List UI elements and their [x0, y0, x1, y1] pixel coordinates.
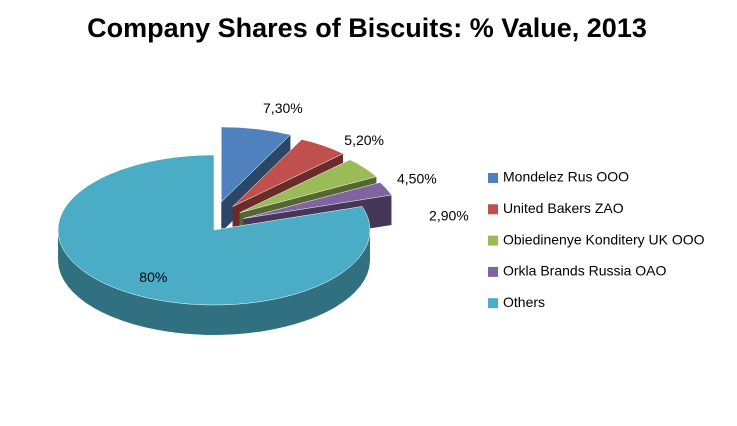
legend-label: Obiedinenye Konditery UK OOO [503, 231, 705, 247]
legend-swatch [488, 173, 498, 183]
data-label: 80% [139, 269, 167, 285]
legend-label: Mondelez Rus OOO [503, 169, 629, 185]
data-label: 7,30% [263, 100, 303, 116]
slice-side [58, 231, 370, 335]
legend-label: Orkla Brands Russia OAO [503, 263, 666, 279]
legend-label: United Bakers ZAO [503, 200, 624, 216]
legend-label: Others [503, 294, 545, 310]
legend-swatch [488, 298, 498, 309]
labels: 7,30% 5,20% 4,50% 2,90% 80% Mondelez Rus OOO U… [139, 100, 704, 310]
pie-slice [57, 154, 371, 306]
pie-tops [57, 126, 392, 306]
pie-slice [239, 159, 377, 213]
data-label: 4,50% [397, 170, 437, 186]
legend-swatch [488, 204, 498, 215]
data-label: 2,90% [429, 207, 469, 223]
chart-title: Company Shares of Biscuits: % Value, 201… [87, 13, 647, 43]
pie-slice [221, 126, 291, 203]
legend-swatch [488, 235, 498, 246]
data-label: 5,20% [344, 132, 384, 148]
legend-swatch [488, 266, 498, 277]
pie-slice [232, 139, 344, 207]
pie-slice [243, 182, 392, 219]
